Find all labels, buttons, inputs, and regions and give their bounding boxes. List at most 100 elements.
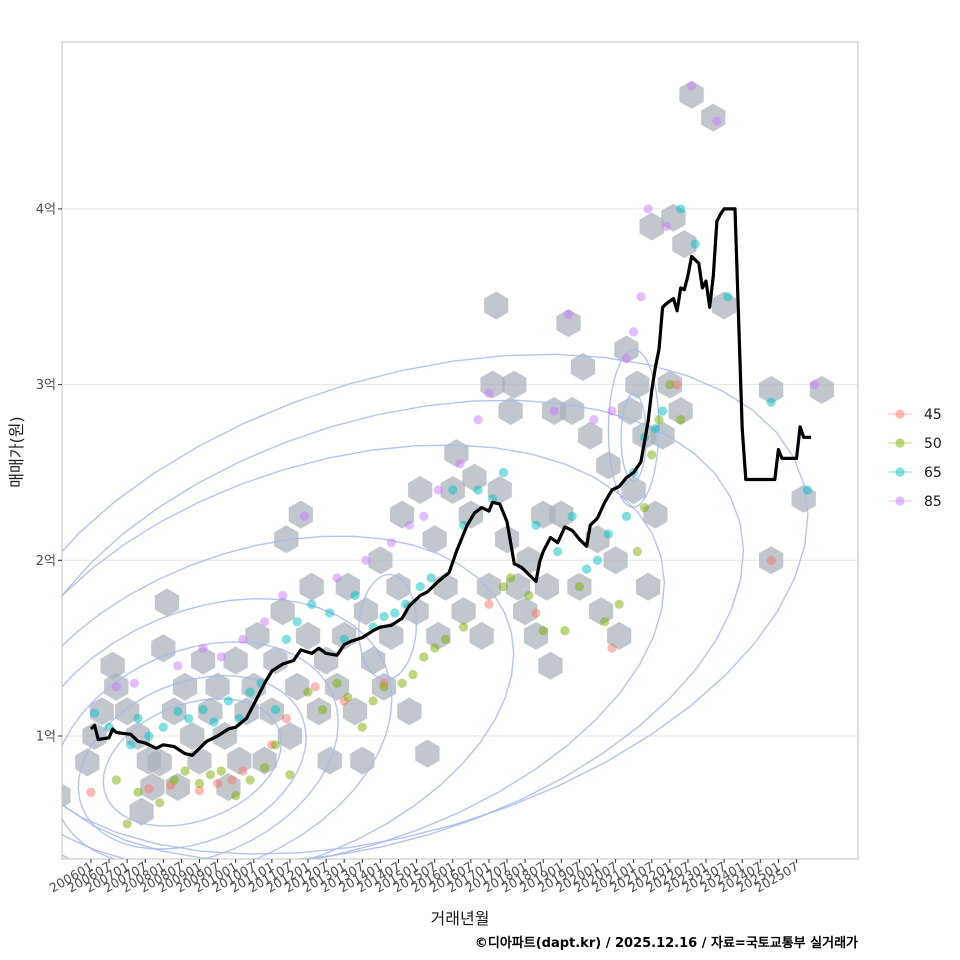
point-65 [766,397,776,407]
point-45 [531,608,541,618]
hexbin-cell [82,722,107,750]
legend-label-50: 50 [924,436,942,452]
point-65 [245,687,255,697]
scatter-points [86,81,820,829]
point-65 [553,546,563,557]
hexbin-cell [639,212,664,241]
point-65 [592,555,603,565]
panel-border [61,41,859,860]
point-85 [332,573,342,583]
point-50 [459,622,469,632]
density-contour-local-0 [620,392,648,482]
hexbin-cell [270,597,295,626]
density-contour-7 [62,399,745,859]
hexbin-cell [502,370,527,399]
y-tick-label: 2억 [36,554,56,569]
point-65 [603,529,613,539]
point-65 [676,204,686,214]
hexbin-cell [603,546,628,575]
point-85 [198,643,208,653]
point-65 [723,292,733,302]
point-50 [368,696,378,706]
point-65 [209,717,219,727]
hexbin-cell [205,672,230,701]
point-65 [426,573,436,583]
hexbin-cell [625,370,650,399]
hexbin-cell [570,353,596,381]
point-65 [621,511,632,521]
point-50 [245,775,255,785]
point-85 [433,485,443,495]
legend: 45 50 65 85 [888,407,942,510]
point-50 [205,770,215,780]
point-65 [473,485,483,495]
density-contour-local-1 [607,349,660,508]
point-65 [158,722,168,732]
point-85 [607,406,617,416]
density-contour-0 [102,698,282,827]
point-45 [86,787,96,797]
point-50 [216,766,226,776]
hexbin-cell [672,230,697,259]
point-85 [484,388,494,398]
point-50 [357,722,367,732]
point-65 [582,564,592,574]
point-50 [180,766,190,776]
point-65 [270,705,281,715]
hexbin-cell [277,722,303,750]
density-contour-6 [62,353,809,855]
point-85 [278,590,288,601]
point-50 [260,763,270,773]
point-45 [194,785,205,796]
hexbin-cell [397,697,422,726]
point-50 [440,634,451,644]
point-85 [404,520,414,530]
point-50 [560,625,570,636]
point-65 [350,590,360,601]
hexbin-cell [89,697,114,726]
density-contour-3 [62,597,393,859]
point-85 [563,309,574,319]
hexbin-cell [422,525,447,554]
legend-key-50 [895,438,905,448]
hexbin-cell [147,748,172,777]
point-85 [238,634,248,644]
hexbin-cell [379,621,404,650]
point-85 [629,327,639,337]
hexbin-cell [538,651,563,680]
point-50 [343,692,353,702]
legend-label-85: 85 [924,494,942,510]
hexbin-cell [621,476,646,504]
point-85 [260,617,270,627]
point-65 [498,467,509,478]
point-85 [661,221,671,232]
hexbin-cell [679,80,704,109]
hexbin-cell [759,375,784,404]
caption: ©디아파트(dapt.kr) / 2025.12.16 / 자료=국토교통부 실… [475,935,858,951]
point-65 [223,696,234,706]
point-50 [654,415,664,425]
point-65 [325,608,335,618]
point-85 [299,511,310,521]
hexbin-cell [451,597,476,626]
point-85 [473,415,483,425]
hexbin-cell [636,572,661,601]
point-50 [639,503,650,513]
point-85 [216,652,226,662]
y-axis: 1억 2억 3억 4억 [36,202,62,745]
point-65 [379,611,389,622]
point-85 [419,511,429,521]
hexbin-cell [299,572,324,601]
hexbin-cell [585,525,610,554]
hexbin-cell [462,463,487,492]
point-85 [712,116,722,126]
hexbin-cell [223,646,248,675]
legend-key-85 [895,496,905,506]
point-50 [506,573,516,583]
density-contours [62,349,809,859]
point-50 [111,775,121,785]
point-85 [361,555,371,565]
point-50 [122,819,132,829]
point-45 [144,784,154,794]
